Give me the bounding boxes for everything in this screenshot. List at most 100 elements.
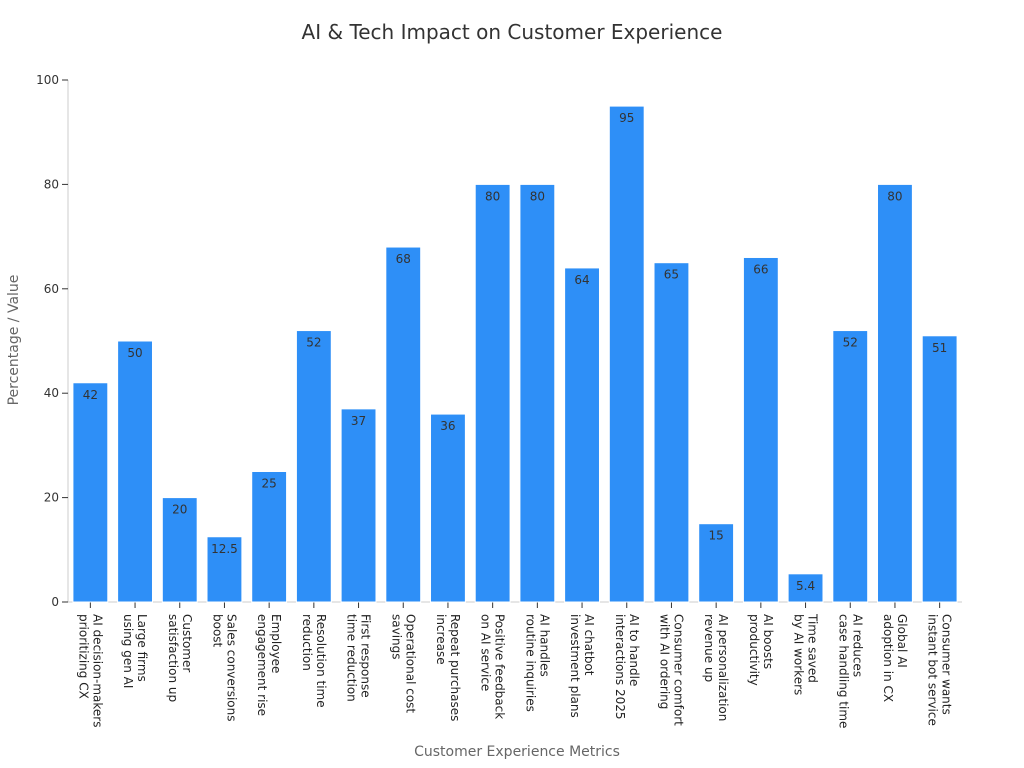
bar (117, 340, 153, 603)
x-tick-label-line: Employee (269, 614, 283, 673)
data-label: 42 (83, 388, 98, 402)
data-label: 15 (709, 529, 724, 543)
bar (340, 408, 377, 603)
x-tick-label-line: case handling time (836, 614, 850, 728)
x-tick-label-line: Sales conversions (224, 614, 238, 722)
bar (653, 262, 690, 603)
x-tick-label-line: First response (359, 614, 373, 698)
data-label: 25 (262, 477, 277, 491)
data-labels: 42 50 20 12.5 25 52 37 68 36 80 80 64 95 65 15 66 5.4 52 8… (83, 111, 948, 593)
bar (474, 183, 511, 603)
bar (430, 413, 466, 603)
bar (519, 183, 556, 603)
data-label: 50 (127, 346, 142, 360)
x-tick-label-line: AI to handle (627, 614, 641, 686)
data-label: 95 (619, 111, 634, 125)
x-axis-title: Customer Experience Metrics (414, 744, 620, 760)
x-tick-label-line: routine inquiries (523, 614, 537, 712)
data-label: 52 (306, 336, 321, 350)
x-tick-label-line: Time saved (806, 613, 820, 683)
x-tick-label-line: Consumer comfort (671, 614, 685, 726)
x-tick-label-line: Customer (180, 614, 194, 672)
x-tick-label-line: AI chatbot (582, 614, 596, 676)
data-label: 68 (396, 252, 411, 266)
x-tick-label-line: engagement rise (255, 614, 269, 716)
data-label: 36 (440, 419, 455, 433)
x-tick-label-line: with AI ordering (657, 614, 671, 709)
x-tick-label-line: satisfaction up (166, 614, 180, 702)
x-tick-label-line: Resolution time (314, 614, 328, 708)
x-tick-label-line: Operational cost (403, 614, 417, 713)
y-tick-label: 60 (44, 282, 59, 296)
x-tick-label-line: reduction (300, 614, 314, 671)
x-tick-label-line: adoption in CX (881, 614, 895, 702)
x-tick-label-line: AI personalization (716, 614, 730, 721)
x-tick-label-line: on AI service (479, 614, 493, 691)
x-tick-label-line: instant bot service (926, 614, 940, 726)
bar (295, 330, 332, 603)
x-tick-label-line: AI boosts (761, 614, 775, 669)
y-tick-label: 40 (44, 386, 59, 400)
chart-title: AI & Tech Impact on Customer Experience (301, 20, 723, 44)
x-tick-label-line: revenue up (702, 614, 716, 682)
x-tick-label-line: Large firms (135, 614, 149, 682)
bar (608, 105, 645, 603)
x-tick-label-line: time reduction (345, 614, 359, 702)
x-tick-label-line: Positive feedback (493, 614, 507, 719)
bar (564, 267, 600, 603)
x-tick-label-line: using gen AI (121, 614, 135, 688)
bar (698, 523, 735, 603)
x-tick-label-line: productivity (747, 614, 761, 686)
data-label: 80 (485, 189, 500, 203)
data-label: 80 (887, 189, 902, 203)
x-tick-label-line: increase (434, 614, 448, 665)
data-label: 66 (753, 262, 768, 276)
data-label: 80 (530, 189, 545, 203)
y-tick-label: 0 (51, 595, 59, 609)
bars (72, 105, 958, 603)
y-axis-title: Percentage / Value (6, 275, 22, 406)
x-tick-label-line: AI reduces (850, 614, 864, 677)
data-label: 51 (932, 341, 947, 355)
x-tick-label-line: AI handles (537, 614, 551, 677)
x-tick-label-line: boost (210, 614, 224, 648)
bar (832, 330, 869, 603)
x-tick-label-line: Repeat purchases (448, 614, 462, 721)
bar (161, 497, 198, 603)
x-tick-label-line: investment plans (568, 614, 582, 718)
y-tick-label: 100 (36, 73, 59, 87)
bar (787, 573, 824, 603)
bar (206, 536, 243, 603)
bar (385, 246, 422, 603)
data-label: 65 (664, 268, 679, 282)
bar (877, 183, 913, 603)
data-label: 52 (843, 336, 858, 350)
data-label: 12.5 (211, 542, 238, 556)
x-tick-label-line: savings (389, 614, 403, 660)
data-label: 64 (574, 273, 589, 287)
bar (921, 335, 958, 603)
x-tick-label-line: prioritizing CX (76, 614, 90, 699)
y-tick-label: 20 (44, 491, 59, 505)
